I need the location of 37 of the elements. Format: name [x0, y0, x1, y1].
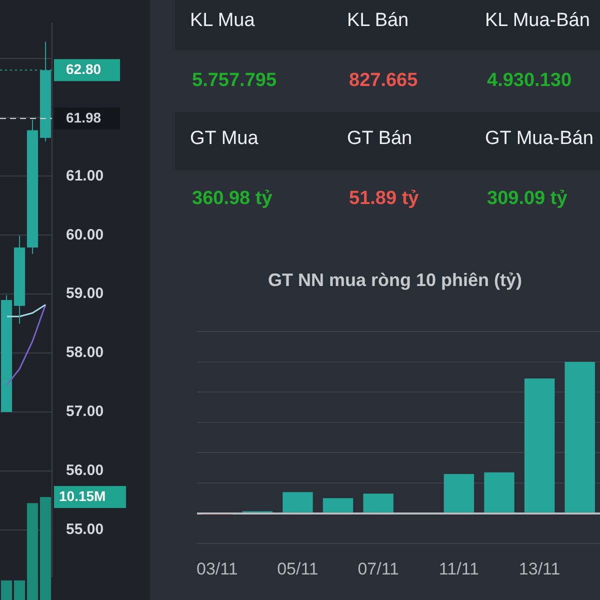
ref-line-label: 61.98	[66, 109, 102, 126]
category-label: GT Mua	[190, 128, 258, 150]
text: 4.930.130	[487, 70, 572, 91]
text: 360.98 tỷ	[192, 188, 272, 209]
bar	[282, 492, 313, 512]
x-tick-label: 05/11	[277, 559, 318, 578]
y-tick-label: 55.00	[66, 520, 104, 538]
category-label: KL Mua-Bán	[485, 10, 590, 32]
bar	[444, 474, 474, 512]
category-label: GT Mua-Bán	[485, 128, 594, 150]
x-tick-label: 07/11	[358, 559, 399, 578]
y-tick-label: 59.00	[66, 285, 104, 302]
category-label: GT Bán	[347, 128, 412, 150]
category-label: KL Mua	[190, 10, 255, 32]
text: 10.15M	[59, 488, 106, 504]
candlestick	[26, 119, 38, 255]
chart-title: GT NN mua ròng 10 phiên (tỷ)	[268, 270, 522, 290]
y-tick-label: 57.00	[66, 403, 104, 420]
category-label: KL Bán	[347, 10, 409, 32]
y-tick-label: 60.00	[66, 226, 104, 244]
bar	[322, 498, 354, 512]
bar	[524, 378, 555, 512]
x-tick-label: 03/11	[196, 559, 238, 578]
bar	[484, 472, 514, 512]
x-tick-label: 11/11	[438, 559, 479, 578]
text: 309.09 tỷ	[487, 188, 568, 209]
y-tick-label: 58.00	[66, 344, 104, 362]
bar	[564, 362, 595, 512]
text: 51.89 tỷ	[349, 188, 419, 209]
y-tick-label: 61.00	[66, 167, 104, 184]
text: 827.665	[349, 70, 418, 91]
y-tick-label: 56.00	[66, 462, 104, 480]
text: 5.757.795	[192, 70, 277, 91]
bar	[363, 494, 394, 512]
x-tick-label: 13/11	[518, 559, 560, 578]
ref-line-label: 62.80	[66, 61, 102, 78]
candlestick	[14, 235, 26, 324]
